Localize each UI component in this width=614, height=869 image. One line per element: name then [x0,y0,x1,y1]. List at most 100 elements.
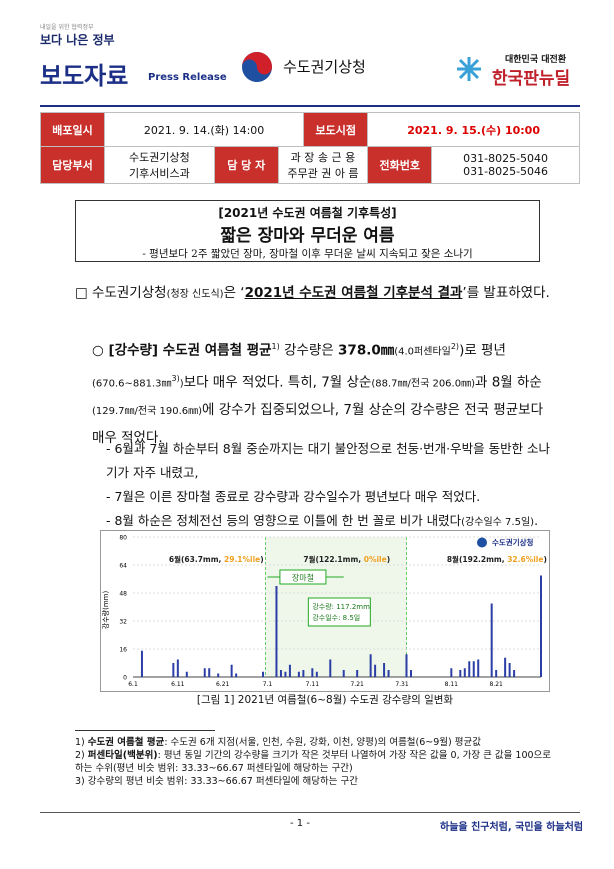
text: 강수량의 평년 비슷 범위: 33.33~66.67 퍼센타일에 해당하는 구간 [87,776,359,787]
text: (670.6~881.3㎜ [92,378,172,389]
annotation-part: 29.1%ile [224,555,260,564]
bar [217,673,220,677]
plot-frame [100,530,550,692]
text: (청장 신도식) [166,289,224,300]
text: 기후서비스과 [128,167,190,180]
bar [495,670,498,677]
bar [504,657,507,677]
text: 수도권 여름철 평균 [87,737,165,748]
bar [288,664,291,677]
bar [176,659,179,677]
newdeal-emblem [457,57,481,81]
bar [459,670,462,677]
text: 과 장 송 근 용 [290,151,356,164]
precip-chart: 강수량(mm) 0 16 32 48 64 80 6.1 6.11 6.21 7.1 7.11 7.2… [100,530,550,692]
text: : 수도권 6개 지점(서울, 인천, 수원, 강화, 이천, 양평)의 여름철… [164,737,481,748]
bar [315,671,318,677]
y-tick-label: 0 [123,675,127,682]
text: )로 평년 [459,342,506,359]
bar [477,659,480,677]
bar [450,668,453,677]
y-tick-label: 32 [119,619,127,626]
footnote-rule [75,730,215,731]
annotation-part: ) [543,555,546,564]
gov-tag: 내일을 위한 협력정부 [40,24,94,31]
bar [279,670,282,677]
bar [329,659,332,677]
footnote-ref: 3) [171,373,180,383]
footnote: 2) 퍼센타일(백분위): 평년 동일 기간의 강수량을 크기가 작은 것부터 … [75,749,555,775]
text: 주무관 권 아 름 [287,167,359,180]
x-tick-label: 7.11 [306,681,320,688]
footnote: 3) 강수량의 평년 비슷 범위: 33.33~66.67 퍼센타일에 해당하는… [75,775,555,788]
doc-title: 보도자료 [40,62,129,90]
footnote-ref: 2) [450,342,460,351]
bullet: - 8월 하순은 정체전선 등의 영향으로 이틀에 한 번 꼴로 비가 내렸다(… [106,509,558,535]
bar [540,575,542,677]
x-tick-label: 8.11 [445,681,459,688]
bar [208,668,211,677]
text: (88.7㎜/전국 206.0㎜) [371,378,475,389]
bar [369,654,372,677]
bar [140,650,143,677]
kma-emblem [242,52,272,82]
bar [342,670,345,677]
cell: 보도시점 [303,112,369,147]
bar [235,673,238,677]
annotation: 6월(63.7mm, 29.1%ile) [169,554,264,564]
x-tick-label: 8.21 [489,681,503,688]
cell: 전화번호 [367,146,433,184]
text: 3) [75,776,88,787]
bar [387,670,390,677]
bar [490,603,493,677]
header-rule [40,105,580,107]
bullet: - 7월은 이른 장마철 종료로 강수량과 강수일수가 평년보다 매우 적었다. [106,489,481,504]
x-tick-label: 7.1 [263,681,273,688]
paragraph: □ 수도권기상청(청장 신도식)은 ‘2021년 수도권 여름철 기후분석 결과… [75,280,555,308]
doc-title-en: Press Release [148,72,227,83]
bar [508,663,511,677]
kicker: [2021년 수도권 여름철 기후특성] [218,206,397,220]
text: 2021년 수도권 여름철 기후분석 결과 [244,285,463,301]
y-tick-label: 16 [119,647,127,654]
text: 031-8025-5046 [463,165,549,178]
text: 과 8월 하순 [475,374,542,390]
annotation-part: ) [387,555,390,564]
text: 수도권기상청 [128,151,190,164]
annotation-part: 7월(122.1mm, [303,554,363,564]
newdeal-tag: 대한민국 대전환 [505,55,567,65]
bar [284,671,287,677]
text: (4.0퍼센타일 [394,346,451,358]
annotation-part: 8월(192.2mm, [447,554,507,564]
bar [203,668,206,677]
stats-text: 강수일수: 8.5일 [312,613,360,622]
text: 031-8025-5040 [463,152,549,165]
bar [275,586,278,677]
bar [311,668,314,677]
annotation-part: 6월(63.7mm, [169,554,224,564]
text: □ 수도권기상청 [75,285,167,301]
bullet-list: - 6월과 7월 하순부터 8월 중순까지는 대기 불안정으로 천둥·번개·우박… [106,437,558,535]
bar [374,664,377,677]
text: 보다 매우 적었다. 특히, 7월 상순 [183,374,372,390]
x-tick-label: 7.31 [395,681,409,688]
text: ) [179,378,184,389]
footnote: 1) 수도권 여름철 평균: 수도권 6개 지점(서울, 인천, 수원, 강화,… [75,736,555,749]
monsoon-label: 장마철 [292,573,314,583]
annotation-part: 0%ile [364,555,387,564]
paragraph: ○ [강수량] 수도권 여름철 평균1) 강수량은 378.0㎜(4.0퍼센타일… [92,334,555,451]
footnote-ref: 1) [271,342,280,351]
footer-rule [40,812,580,813]
bar [297,671,300,677]
bullet: - 6월과 7월 하순부터 8월 중순까지는 대기 불안정으로 천둥·번개·우박… [106,441,551,480]
bar [513,670,516,677]
bar [302,670,305,677]
bar [468,661,471,677]
y-tick-label: 80 [119,535,127,542]
text: 1) [75,737,88,748]
text: 378.0㎜ [338,342,395,359]
cell: 담당부서 [40,146,105,184]
annotation-part: 32.6%ile [507,555,543,564]
bar [405,654,408,677]
